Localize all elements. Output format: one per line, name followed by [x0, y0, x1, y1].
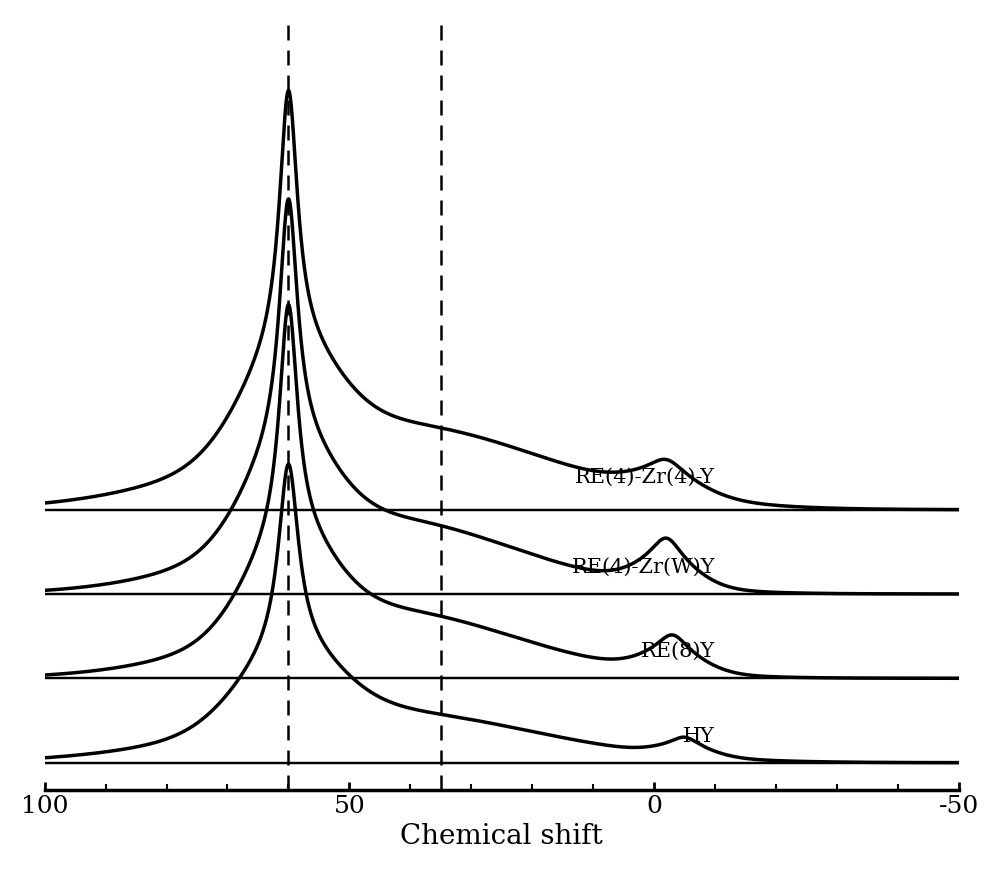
- Text: RE(8)Y: RE(8)Y: [641, 642, 715, 661]
- Text: RE(4)-Zr(W)Y: RE(4)-Zr(W)Y: [572, 557, 715, 577]
- X-axis label: Chemical shift: Chemical shift: [400, 823, 603, 850]
- Text: HY: HY: [683, 727, 715, 746]
- Text: RE(4)-Zr(4)-Y: RE(4)-Zr(4)-Y: [575, 468, 715, 486]
